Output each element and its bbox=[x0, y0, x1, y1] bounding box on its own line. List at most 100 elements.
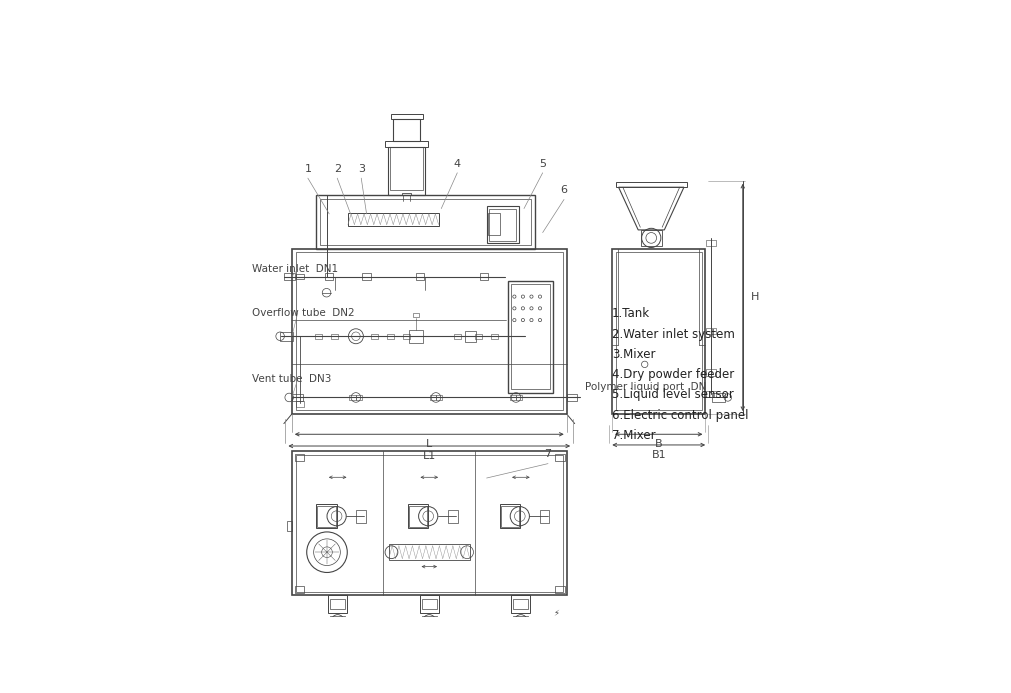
Bar bbox=[408, 505, 427, 527]
Bar bbox=[539, 510, 549, 523]
Text: Water inlet  DN1: Water inlet DN1 bbox=[252, 264, 338, 274]
Bar bbox=[291, 394, 302, 401]
Text: L1: L1 bbox=[423, 450, 436, 461]
Bar bbox=[386, 333, 394, 339]
Bar bbox=[448, 510, 457, 523]
Bar bbox=[393, 119, 420, 141]
Bar bbox=[425, 629, 433, 636]
Bar bbox=[280, 332, 292, 340]
Bar bbox=[291, 451, 566, 595]
Bar bbox=[416, 274, 424, 280]
Text: 1.Tank: 1.Tank bbox=[612, 307, 649, 320]
Bar bbox=[292, 629, 301, 636]
Bar bbox=[280, 617, 292, 625]
Bar bbox=[286, 521, 291, 531]
Bar bbox=[508, 281, 553, 393]
Bar bbox=[513, 599, 528, 608]
Text: 5: 5 bbox=[539, 159, 546, 168]
Bar bbox=[356, 395, 362, 400]
Bar bbox=[487, 213, 499, 235]
Bar bbox=[319, 199, 531, 245]
Bar bbox=[315, 195, 534, 249]
Bar bbox=[316, 505, 337, 528]
Bar bbox=[294, 586, 304, 593]
Bar bbox=[412, 313, 419, 317]
Bar bbox=[554, 586, 564, 593]
Bar bbox=[554, 454, 564, 461]
Bar bbox=[516, 395, 522, 400]
Bar bbox=[453, 333, 461, 339]
Bar bbox=[499, 505, 520, 528]
Text: Polymer liquid port  DN: Polymer liquid port DN bbox=[584, 382, 706, 392]
Bar bbox=[294, 454, 304, 461]
Text: 1: 1 bbox=[304, 164, 311, 174]
Bar bbox=[706, 240, 715, 247]
Bar bbox=[516, 629, 525, 636]
Bar bbox=[706, 391, 715, 397]
Bar bbox=[420, 595, 439, 613]
Bar bbox=[330, 615, 345, 626]
Bar bbox=[390, 114, 423, 119]
Bar bbox=[388, 544, 469, 560]
Bar bbox=[356, 510, 366, 523]
Bar bbox=[291, 249, 566, 414]
Bar bbox=[615, 252, 701, 410]
Bar bbox=[612, 249, 705, 414]
Text: L: L bbox=[426, 439, 432, 449]
Bar bbox=[333, 629, 342, 636]
Bar bbox=[566, 394, 577, 401]
Bar bbox=[331, 333, 338, 339]
Bar bbox=[422, 599, 437, 608]
Text: 7: 7 bbox=[544, 449, 551, 459]
Bar bbox=[389, 147, 423, 190]
Bar bbox=[328, 595, 347, 613]
Bar bbox=[402, 333, 409, 339]
Bar bbox=[283, 273, 294, 281]
Bar bbox=[325, 274, 334, 280]
Bar bbox=[706, 328, 715, 335]
Bar bbox=[330, 599, 345, 608]
Bar bbox=[490, 333, 497, 339]
Bar bbox=[640, 230, 661, 246]
Bar bbox=[314, 333, 321, 339]
Bar bbox=[616, 182, 685, 187]
Bar bbox=[295, 252, 562, 410]
Text: 4: 4 bbox=[453, 159, 460, 168]
Text: Overflow tube  DN2: Overflow tube DN2 bbox=[252, 308, 355, 318]
Bar bbox=[422, 615, 437, 626]
Bar bbox=[387, 147, 425, 195]
Bar bbox=[486, 206, 518, 243]
Text: H: H bbox=[750, 292, 758, 302]
Bar bbox=[465, 331, 475, 342]
Text: Vent tube  DN3: Vent tube DN3 bbox=[252, 374, 332, 384]
Text: ⚡: ⚡ bbox=[553, 608, 558, 617]
Text: 6: 6 bbox=[560, 185, 567, 195]
Bar bbox=[511, 284, 550, 389]
Bar bbox=[362, 274, 370, 280]
Bar bbox=[370, 333, 378, 339]
Bar bbox=[429, 395, 436, 400]
Bar bbox=[296, 401, 303, 407]
Bar bbox=[348, 213, 438, 226]
Bar bbox=[407, 505, 428, 528]
Bar bbox=[296, 274, 303, 279]
Text: 4.Dry powder feeder: 4.Dry powder feeder bbox=[612, 368, 734, 381]
Bar bbox=[408, 330, 423, 342]
Text: 7.Mixer: 7.Mixer bbox=[612, 429, 655, 442]
Bar bbox=[349, 395, 356, 400]
Text: 2.Water inlet system: 2.Water inlet system bbox=[612, 328, 734, 340]
Bar bbox=[511, 595, 530, 613]
Bar bbox=[513, 615, 528, 626]
Bar bbox=[317, 505, 336, 527]
Bar bbox=[488, 209, 516, 240]
Text: 3.Mixer: 3.Mixer bbox=[612, 348, 655, 361]
Text: B: B bbox=[654, 439, 662, 449]
Text: 6.Electric control panel: 6.Electric control panel bbox=[612, 409, 748, 421]
Text: 5.Liquid level sensor: 5.Liquid level sensor bbox=[612, 388, 733, 401]
Bar bbox=[401, 193, 411, 195]
Text: 3: 3 bbox=[357, 164, 364, 174]
Bar bbox=[436, 395, 442, 400]
Bar bbox=[712, 393, 725, 402]
Bar bbox=[295, 455, 562, 592]
Bar bbox=[500, 505, 519, 527]
